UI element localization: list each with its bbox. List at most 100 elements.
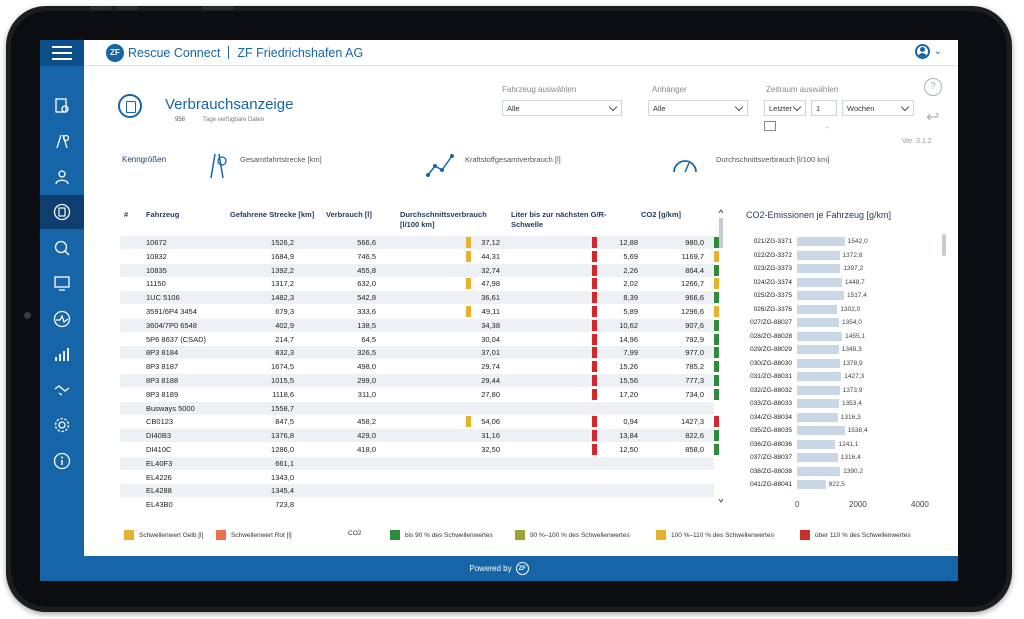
co2-bar[interactable] <box>797 250 840 260</box>
calendar-icon[interactable] <box>764 121 776 131</box>
table-row[interactable]: DI410C 1286,0 418,0 32,50 12,50 858,0 <box>120 443 719 456</box>
vehicle-cell: 10835 <box>146 265 167 275</box>
table-row[interactable]: 1UC 5106 1482,3 542,8 36,61 8,39 966,6 <box>120 291 719 305</box>
sidebar-item-driver[interactable] <box>40 160 84 194</box>
co2-bar[interactable] <box>797 318 839 327</box>
co2-bar[interactable] <box>797 358 840 368</box>
co2-bar[interactable] <box>797 331 843 341</box>
table-row[interactable]: 8P3 8188 1015,5 299,0 29,44 15,56 777,3 <box>120 374 719 387</box>
consumption-cell: 64,5 <box>361 334 376 344</box>
table-row[interactable]: CB0123 847,5 458,2 54,06 0,94 1427,3 <box>120 415 719 428</box>
co2-bar[interactable] <box>797 291 845 300</box>
menu-button[interactable] <box>40 40 84 66</box>
user-menu[interactable]: ⌄ <box>914 44 942 59</box>
driver-icon <box>55 170 69 185</box>
consumption-cell: 566,6 <box>357 238 376 247</box>
table-row[interactable]: EL40F3 661,1 <box>120 456 714 470</box>
col-header-number: # <box>124 210 129 219</box>
consumption-cell: 418,0 <box>357 445 376 454</box>
chart-scrollbar[interactable] <box>942 234 946 256</box>
col-header-distance[interactable]: Gefahrene Strecke [km] <box>230 210 315 219</box>
sidebar-item-info[interactable] <box>40 444 84 478</box>
table-row[interactable]: 10835 1392,2 455,8 32,74 2,26 864,4 <box>120 263 719 277</box>
legend-under-90: bis 90 % des Schwellenwertes <box>390 530 493 540</box>
table-row[interactable]: DI40B3 1376,8 429,0 31,16 13,84 822,6 <box>120 429 719 443</box>
co2-cell: 1427,3 <box>681 417 704 427</box>
col-header-liters-to-threshold[interactable]: Liter bis zur nächsten G/R-Schwelle <box>511 210 607 229</box>
bar-value: 1372,8 <box>842 251 863 259</box>
co2-bar[interactable] <box>797 439 836 449</box>
chevron-down-icon: ⌄ <box>933 46 942 57</box>
vehicle-cell: CB0123 <box>146 417 174 427</box>
table-row[interactable]: 8P3 8189 1118,6 311,0 27,80 17,20 734,0 <box>120 388 719 401</box>
sidebar-item-route[interactable] <box>40 124 84 158</box>
col-header-consumption[interactable]: Verbrauch [l] <box>326 210 372 219</box>
co2-bar[interactable] <box>797 304 838 314</box>
sidebar-item-partners[interactable] <box>40 373 84 407</box>
sidebar-item-dashboard[interactable] <box>40 89 84 123</box>
co2-cell: 792,9 <box>685 334 704 344</box>
threshold-flag <box>714 416 719 428</box>
sidebar-item-search[interactable] <box>40 231 84 265</box>
table-row[interactable]: 10832 1684,9 746,5 44,31 5,69 1169,7 <box>120 250 719 263</box>
distance-cell: 847,5 <box>275 417 294 427</box>
co2-bar[interactable] <box>797 264 841 273</box>
co2-bar[interactable] <box>797 466 841 476</box>
vehicle-select[interactable]: Alle <box>502 100 622 116</box>
table-row[interactable]: Busways 5000 1558,7 <box>120 401 714 415</box>
distance-cell: 1345,4 <box>271 486 294 496</box>
col-header-co2[interactable]: CO2 [g/km] <box>641 210 682 219</box>
legend-swatch <box>656 530 666 540</box>
app-screen: » ZF Rescue Connect ZF Friedrichshafen A… <box>40 40 958 581</box>
sidebar-item-reports[interactable] <box>40 337 84 371</box>
co2-bar[interactable] <box>797 372 842 381</box>
table-row[interactable]: 3591/6P4 3454 679,3 333,6 49,11 5,89 1296,6 <box>120 305 719 318</box>
table-row[interactable]: 8P3 8187 1674,5 498,0 29,74 15,26 785,2 <box>120 360 719 373</box>
sidebar-item-statistics[interactable] <box>40 302 84 336</box>
table-row[interactable]: EL4288 1345,4 <box>120 484 714 498</box>
co2-bar[interactable] <box>797 426 845 435</box>
table-scrollbar[interactable] <box>718 208 724 504</box>
bar-label: 037/ZG-88037 <box>750 454 792 461</box>
footer-text: Powered by <box>469 564 512 573</box>
average-cell: 29,74 <box>481 362 500 372</box>
average-cell: 37,12 <box>481 238 500 247</box>
co2-cell: 966,6 <box>685 293 704 303</box>
period-unit-select[interactable]: Wochen <box>842 100 914 116</box>
col-header-vehicle[interactable]: Fahrzeug <box>146 210 180 219</box>
sidebar-item-monitor[interactable] <box>40 266 84 300</box>
dashboard-icon <box>55 98 69 113</box>
co2-bar[interactable] <box>797 412 838 422</box>
col-header-average[interactable]: Durchschnittsverbrauch [l/100 km] <box>400 210 487 229</box>
threshold-flag <box>592 416 597 428</box>
period-mode-select[interactable]: Letzter <box>764 100 806 116</box>
vehicle-filter-label: Fahrzeug auswählen <box>502 85 577 94</box>
bar-value: 1354,0 <box>841 319 862 326</box>
help-button[interactable]: ? <box>924 78 942 96</box>
table-row[interactable]: 11150 1317,2 632,0 47,98 2,02 1266,7 <box>120 277 719 290</box>
table-row[interactable]: 8P3 8184 832,3 326,5 37,01 7,99 977,0 <box>120 346 719 360</box>
sidebar-item-settings[interactable] <box>40 408 84 442</box>
co2-bar[interactable] <box>797 399 839 408</box>
co2-bar[interactable] <box>797 385 840 395</box>
period-count-input[interactable]: 1 <box>811 100 837 116</box>
vehicle-cell: 8P3 8188 <box>146 376 179 385</box>
sidebar-item-consumption[interactable] <box>40 195 84 229</box>
handshake-icon <box>54 385 70 396</box>
table-row[interactable]: 5P6 8637 (CSAD) 214,7 64,5 30,04 14,96 792,9 <box>120 333 719 346</box>
reset-filter-button[interactable]: ↩ <box>926 109 940 126</box>
threshold-flag <box>714 375 719 386</box>
table-row[interactable]: EL4226 1343,0 <box>120 471 714 484</box>
co2-cell: 977,0 <box>685 348 704 358</box>
trailer-select[interactable]: Alle <box>648 100 748 116</box>
table-row[interactable]: EL43B0 723,8 <box>120 498 714 511</box>
table-row[interactable]: 3604/7P0 6548 402,9 138,5 34,38 10,62 907,6 <box>120 318 719 332</box>
table-row[interactable]: 10672 1526,2 566,6 37,12 12,88 980,0 <box>120 236 719 249</box>
co2-bar[interactable] <box>797 345 839 354</box>
threshold-flag <box>714 319 719 331</box>
co2-bar[interactable] <box>797 480 826 489</box>
co2-bar[interactable] <box>797 237 845 246</box>
threshold-flag <box>592 375 597 386</box>
co2-bar[interactable] <box>797 453 838 462</box>
co2-bar[interactable] <box>797 277 842 287</box>
